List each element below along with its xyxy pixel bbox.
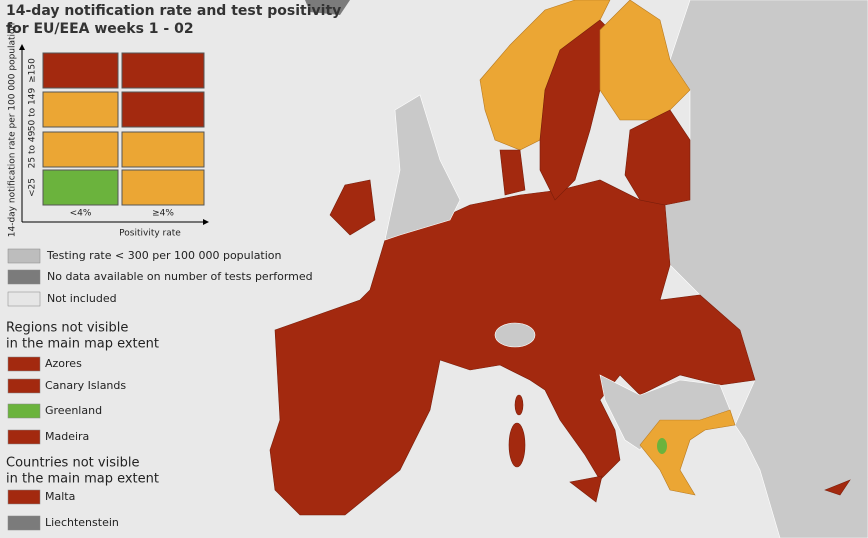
matrix-cell — [42, 91, 119, 128]
sardinia — [508, 422, 526, 468]
matrix-cell — [121, 131, 205, 168]
section-heading: Countries not visible — [6, 456, 139, 471]
legend-label: Madeira — [45, 430, 89, 443]
matrix-cell — [121, 169, 205, 206]
switzerland — [494, 322, 536, 348]
matrix-y-label: 14-day notification rate per 100 000 pop… — [8, 23, 18, 238]
uk — [384, 94, 461, 241]
legend-swatch — [7, 515, 41, 531]
y-arrow-head — [19, 44, 25, 50]
legend-label: Not included — [47, 292, 117, 305]
legend-swatch — [7, 489, 41, 505]
sweden — [539, 19, 611, 201]
row-label: 25 to 49 — [28, 130, 38, 168]
legend-swatch — [7, 403, 41, 419]
matrix-cell — [121, 91, 205, 128]
map — [269, 0, 868, 538]
greece — [639, 409, 736, 496]
title: 14-day notification rate and test positi… — [6, 3, 341, 19]
legend-label: Canary Islands — [45, 379, 126, 392]
title: for EU/EEA weeks 1 - 02 — [6, 21, 194, 37]
row-label: <25 — [28, 178, 38, 197]
matrix-cell — [42, 169, 119, 206]
legend-swatch — [7, 248, 41, 264]
legend-swatch — [7, 291, 41, 307]
legend-label: Malta — [45, 490, 75, 503]
legend-swatch — [7, 356, 41, 372]
green-region — [657, 438, 667, 454]
section-heading: in the main map extent — [6, 337, 159, 352]
cyprus — [824, 479, 851, 496]
matrix-cell — [42, 52, 119, 89]
corsica — [514, 394, 524, 416]
eu-mainland — [269, 179, 756, 516]
sicily — [569, 475, 603, 503]
finland — [599, 0, 691, 121]
legend-label: Testing rate < 300 per 100 000 populatio… — [46, 249, 282, 262]
section-heading: Regions not visible — [6, 321, 128, 336]
legend-swatch — [7, 269, 41, 285]
legend-swatch — [7, 378, 41, 394]
ireland — [329, 179, 376, 236]
baltics — [624, 109, 691, 206]
matrix-cell — [42, 131, 119, 168]
row-label: ≥150 — [28, 58, 38, 83]
legend-label: No data available on number of tests per… — [47, 270, 313, 283]
column-label: <4% — [70, 209, 92, 219]
no-data-land — [305, 0, 350, 15]
column-label: ≥4% — [152, 209, 174, 219]
row-label: 50 to 149 — [28, 88, 38, 132]
legend-swatch — [7, 429, 41, 445]
legend-label: Azores — [45, 357, 82, 370]
matrix-cell — [121, 52, 205, 89]
denmark — [499, 149, 526, 196]
x-arrow-head — [203, 219, 209, 225]
section-heading: in the main map extent — [6, 472, 159, 487]
legend-label: Liechtenstein — [45, 516, 119, 529]
matrix-x-label: Positivity rate — [119, 229, 181, 239]
legend-label: Greenland — [45, 404, 102, 417]
